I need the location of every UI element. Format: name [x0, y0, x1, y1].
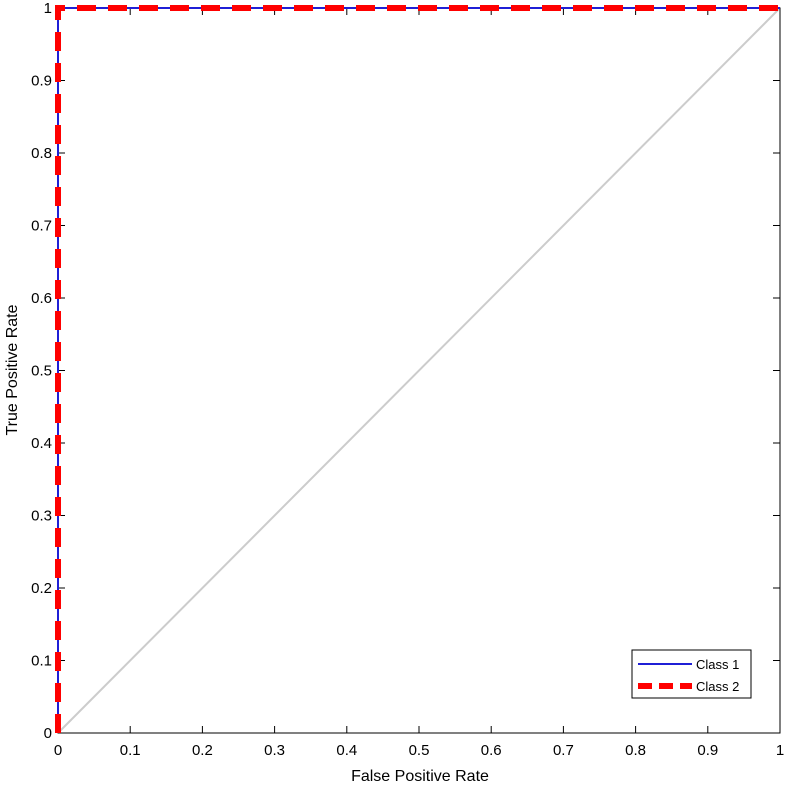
x-tick-label: 0.6 — [481, 742, 502, 759]
y-tick-label: 0.1 — [31, 653, 52, 670]
x-tick-label: 0.1 — [120, 742, 141, 759]
y-tick-label: 0.9 — [31, 73, 52, 90]
series-layer — [55, 5, 780, 733]
legend-label: Class 1 — [696, 657, 739, 672]
series-line-class-2 — [55, 5, 780, 733]
y-tick-label: 1 — [44, 0, 52, 17]
ticks-layer: 0 0.1 0.2 0.3 0.4 0.5 0.6 0.7 0.8 0.9 1 0 0.1 0.2 0.3 0… — [31, 0, 784, 759]
x-tick-label: 0.8 — [625, 742, 646, 759]
y-tick-label: 0.7 — [31, 218, 52, 235]
y-tick-label: 0.4 — [31, 435, 52, 452]
reference-diagonal-line — [57, 7, 781, 734]
x-tick-label: 0.9 — [697, 742, 718, 759]
x-axis-label: False Positive Rate — [351, 768, 489, 785]
x-tick-label: 0.3 — [264, 742, 285, 759]
y-tick-label: 0 — [44, 725, 52, 742]
y-tick-label: 0.2 — [31, 580, 52, 597]
legend-box — [631, 649, 752, 699]
x-tick-label: 1 — [776, 742, 784, 759]
legend-label: Class 2 — [696, 679, 739, 694]
y-tick-label: 0.3 — [31, 508, 52, 525]
y-axis-label: True Positive Rate — [4, 304, 21, 435]
plot-area — [57, 7, 781, 734]
y-tick-label: 0.6 — [31, 290, 52, 307]
legend: Class 1 Class 2 — [631, 649, 752, 699]
x-tick-label: 0.7 — [553, 742, 574, 759]
y-tick-label: 0.8 — [31, 145, 52, 162]
y-tick-label: 0.5 — [31, 363, 52, 380]
x-tick-label: 0.5 — [409, 742, 430, 759]
x-tick-label: 0.4 — [336, 742, 357, 759]
x-tick-label: 0 — [54, 742, 62, 759]
x-tick-label: 0.2 — [192, 742, 213, 759]
